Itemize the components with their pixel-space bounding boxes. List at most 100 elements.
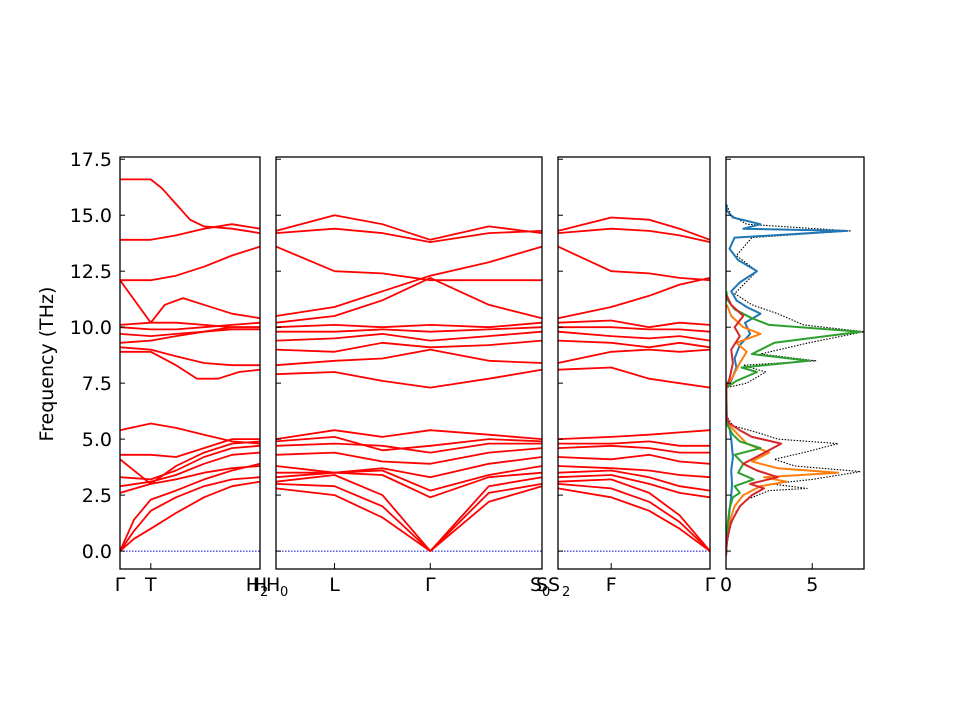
band-line-7 [119, 440, 261, 485]
y-axis-label: Frequency (THz) [36, 287, 58, 442]
band-line-13 [275, 339, 543, 353]
y-tick-label: 2.5 [82, 485, 112, 507]
y-tick-label: 5.0 [82, 429, 112, 451]
band-line-11 [275, 368, 543, 389]
band-line-14 [557, 330, 711, 342]
band-line-3 [119, 462, 261, 552]
band-line-21 [275, 214, 543, 241]
band-line-7 [275, 447, 543, 465]
boundary-label-part: H [246, 574, 260, 596]
band-line-16 [557, 319, 711, 329]
band-line-16 [119, 279, 261, 324]
boundary-label-part: 0 [280, 585, 288, 600]
band-line-19 [120, 178, 261, 234]
y-tick-label: 0.0 [82, 541, 112, 563]
band-line-16 [275, 321, 543, 329]
dos-series-1 [726, 203, 864, 556]
dos-series-4 [726, 291, 862, 556]
y-tick-label: 12.5 [70, 261, 112, 283]
band-panel-2 [275, 214, 543, 552]
band-line-2 [119, 476, 261, 552]
y-tick-label: 7.5 [82, 373, 112, 395]
panel-frame [119, 156, 261, 570]
panel-frame [557, 156, 711, 570]
band-line-19 [557, 227, 711, 243]
dos-frame [725, 156, 865, 570]
boundary-label-part: S [530, 574, 542, 596]
band-line-20 [557, 216, 711, 241]
band-line-13 [557, 339, 711, 349]
band-line-6 [119, 444, 261, 481]
band-line-1 [119, 480, 261, 552]
band-line-8 [557, 444, 710, 454]
kpoint-label: L [329, 574, 340, 596]
band-line-6 [557, 465, 711, 479]
band-panel-1 [119, 178, 261, 552]
dos-series-5 [726, 295, 783, 556]
boundary-label-part: H [266, 574, 280, 596]
band-line-4 [119, 465, 261, 494]
band-line-9 [119, 422, 261, 445]
band-line-10 [120, 350, 261, 380]
projected-dos [726, 203, 864, 556]
kpoint-label: Γ [425, 574, 436, 596]
dos-series-2 [726, 203, 848, 556]
band-line-12 [557, 348, 711, 364]
band-line-5 [557, 469, 711, 492]
band-line-15 [276, 326, 543, 333]
kpoint-label: H [253, 574, 267, 596]
band-line-17 [120, 245, 261, 282]
y-tick-label: 10.0 [70, 317, 112, 339]
band-line-19 [275, 245, 542, 282]
dos-x-tick-label: 0 [720, 574, 732, 596]
band-line-14 [275, 330, 543, 342]
band-line-7 [557, 453, 711, 465]
kpoint-label: F [606, 574, 617, 596]
panel-frame [275, 156, 543, 570]
kpoint-label: Γ [115, 574, 126, 596]
band-line-14 [119, 321, 261, 331]
band-line-6 [275, 456, 543, 479]
boundary-label-part: 0 [542, 585, 550, 600]
band-line-9 [558, 440, 710, 447]
band-line-10 [557, 429, 711, 440]
band-line-5 [119, 451, 261, 488]
boundary-label-part: 2 [562, 585, 570, 600]
band-line-3 [275, 474, 543, 552]
boundary-label: H 2H 0 [246, 574, 289, 600]
axes: Γ T H L Γ S F ΓH 2H 0 S 0S 20.02.55.07.510.012.515.0… [70, 149, 865, 600]
y-tick-label: 17.5 [70, 149, 112, 171]
dos-x-tick-label: 5 [806, 574, 818, 596]
band-line-8 [275, 442, 542, 454]
band-line-20 [275, 227, 543, 243]
band-line-9 [275, 436, 543, 452]
band-line-18 [275, 245, 543, 317]
kpoint-label: T [144, 574, 157, 596]
band-line-10 [275, 429, 543, 440]
kpoint-label: Γ [705, 574, 716, 596]
band-line-17 [275, 277, 543, 324]
band-line-12 [275, 348, 543, 367]
band-line-5 [276, 465, 543, 492]
band-structure [119, 178, 711, 552]
band-panel-3 [557, 216, 711, 552]
band-line-15 [119, 321, 260, 329]
band-line-18 [557, 245, 711, 282]
band-line-1 [275, 485, 543, 552]
band-line-15 [558, 326, 711, 333]
band-line-4 [557, 474, 711, 499]
band-line-11 [119, 346, 260, 367]
boundary-label-part: S [548, 574, 560, 596]
band-line-17 [557, 277, 711, 320]
band-line-18 [120, 223, 261, 241]
band-line-8 [120, 438, 260, 458]
y-tick-label: 15.0 [70, 205, 112, 227]
kpoint-label: S [536, 574, 548, 596]
band-line-1 [557, 487, 711, 552]
band-line-3 [557, 478, 711, 552]
boundary-label: S 0S 2 [530, 574, 570, 600]
boundary-label-part: 2 [260, 585, 268, 600]
dos-curves [726, 203, 864, 556]
band-line-2 [275, 483, 543, 552]
